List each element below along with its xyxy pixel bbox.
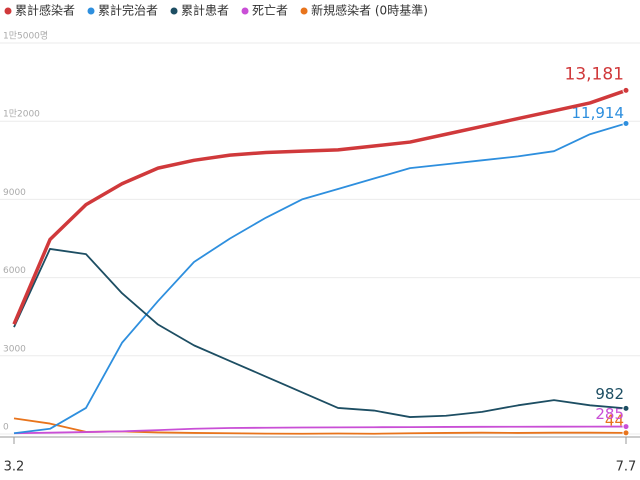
data-label: 44 [605, 411, 624, 429]
series-line [13, 122, 627, 435]
series-line [12, 88, 627, 325]
legend-label: 累計完治者 [98, 3, 158, 18]
legend-marker [87, 7, 95, 15]
y-tick-label: 6000 [3, 266, 26, 276]
series-line [13, 248, 627, 418]
x-tick-label: 7.7 [616, 460, 637, 475]
legend-marker [300, 7, 308, 15]
end-point [622, 423, 630, 431]
series-line [13, 425, 627, 435]
legend-label: 死亡者 [252, 4, 288, 18]
legend-label: 新規感染者 (0時基準) [311, 3, 428, 18]
y-tick-label: 1만5000명 [3, 31, 48, 42]
end-point [622, 119, 630, 127]
end-point [622, 429, 630, 437]
legend-label: 累計患者 [181, 3, 229, 18]
x-tick-label: 3.2 [4, 460, 25, 475]
legend-marker [4, 7, 12, 15]
data-label: 982 [595, 385, 624, 403]
end-point [622, 404, 630, 412]
data-label: 13,181 [565, 64, 624, 84]
legend-marker [170, 7, 178, 15]
end-point [622, 86, 630, 94]
y-tick-label: 9000 [3, 188, 26, 198]
y-tick-label: 1만2000 [3, 109, 40, 120]
y-tick-label: 0 [3, 423, 9, 433]
data-label: 11,914 [572, 104, 625, 122]
y-tick-label: 3000 [3, 344, 26, 354]
legend-marker [241, 7, 249, 15]
data-label: 285 [595, 405, 624, 423]
legend-label: 累計感染者 [15, 3, 75, 18]
